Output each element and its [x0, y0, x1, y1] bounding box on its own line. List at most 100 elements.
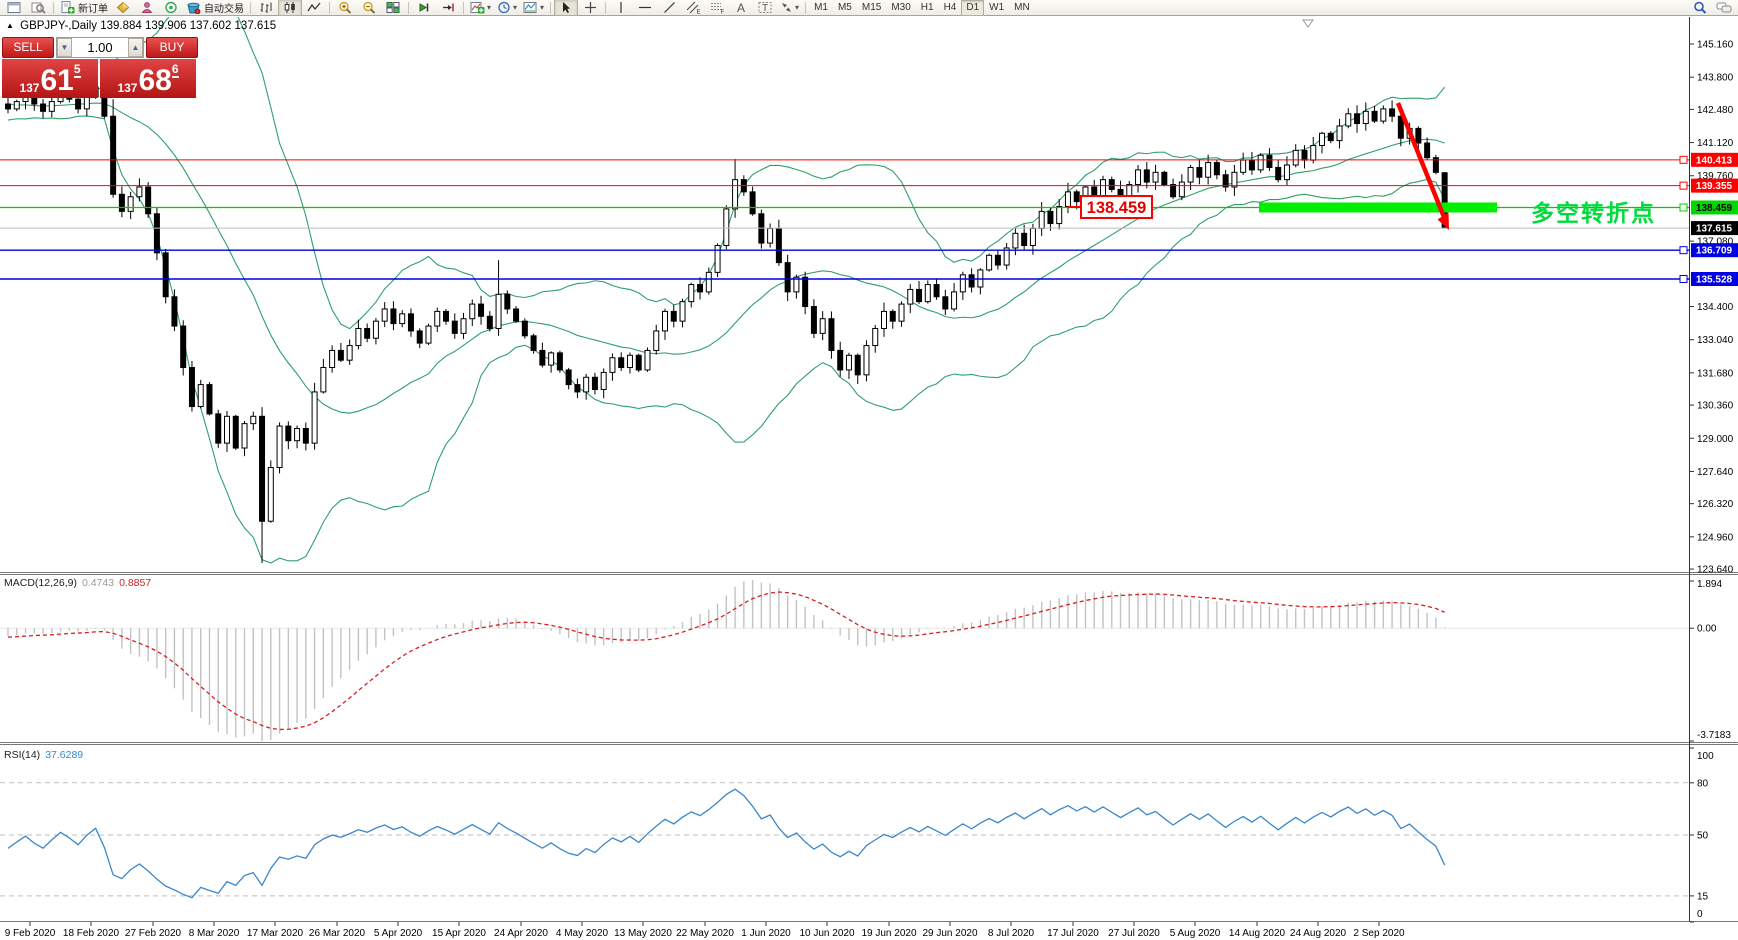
bull-candle: [907, 288, 914, 305]
zoom-in-icon[interactable]: [333, 0, 357, 16]
sell-button[interactable]: SELL: [2, 37, 54, 58]
bear-candle: [1213, 162, 1220, 176]
timeframe-w1[interactable]: W1: [989, 1, 1005, 13]
autotrading-button[interactable]: 自动交易: [183, 0, 247, 16]
text-tool-icon[interactable]: A: [729, 0, 753, 16]
periods-button[interactable]: ▾: [494, 0, 520, 16]
crosshair-tool-icon[interactable]: [578, 0, 602, 16]
date-axis[interactable]: 9 Feb 2020 18 Feb 2020 27 Feb 2020 8 Mar 20…: [5, 922, 1405, 939]
chart-window-icon[interactable]: [2, 0, 26, 16]
zoom-out-icon[interactable]: [357, 0, 381, 16]
bull-candle: [924, 284, 931, 303]
rsi-panel[interactable]: [0, 782, 1690, 899]
text-label-tool-icon[interactable]: T: [753, 0, 777, 16]
channel-tool-icon[interactable]: E: [681, 0, 705, 16]
price-badge: [1691, 272, 1738, 287]
sell-price-sup: 5: [73, 62, 81, 78]
volume-up-button[interactable]: ▲: [128, 38, 143, 57]
buy-price-big: 68: [138, 64, 172, 97]
timeframe-m5[interactable]: M5: [837, 1, 852, 13]
tile-windows-icon[interactable]: [381, 0, 405, 16]
date-tick-label: 18 Feb 2020: [63, 928, 120, 939]
timeframe-h1[interactable]: H1: [920, 1, 934, 13]
sell-price-tile[interactable]: 137 61 5: [2, 59, 98, 98]
arrows-tool-button[interactable]: ▾: [777, 0, 802, 16]
line-chart-mode-icon[interactable]: [302, 0, 326, 16]
bear-candle: [670, 310, 677, 322]
line-handle[interactable]: [1679, 203, 1688, 212]
bull-candle: [1012, 232, 1019, 249]
timeframe-h4[interactable]: H4: [943, 1, 957, 13]
macd-main-value: 0.4743: [81, 577, 115, 589]
bull-candle: [1205, 162, 1212, 178]
timeframe-d1[interactable]: D1: [961, 0, 985, 16]
bar-chart-mode-icon[interactable]: [254, 0, 278, 16]
down-arrow-head[interactable]: [1437, 212, 1450, 231]
volume-input[interactable]: 1.00: [72, 38, 128, 57]
bull-candle: [1003, 247, 1010, 266]
timeframe-m1[interactable]: M1: [814, 1, 828, 13]
macd-label: MACD(12,26,9) 0.4743 0.8857: [4, 577, 151, 589]
bear-candle: [259, 415, 266, 522]
contacts-icon[interactable]: [135, 0, 159, 16]
bull-candle: [1231, 171, 1238, 188]
bear-candle: [1301, 149, 1308, 161]
bull-candle: [951, 291, 958, 310]
line-handle[interactable]: [1679, 246, 1688, 255]
bear-candle: [749, 191, 756, 215]
macd-panel[interactable]: [0, 580, 1690, 741]
fibonacci-tool-icon[interactable]: F: [705, 0, 729, 16]
bear-candle: [153, 213, 160, 254]
toolbar-separator: [53, 1, 54, 14]
line-handle[interactable]: [1679, 155, 1688, 164]
candlestick-mode-icon[interactable]: [278, 0, 302, 16]
autotrading-label: 自动交易: [204, 4, 244, 15]
buy-price-tile[interactable]: 137 68 6: [100, 59, 196, 98]
chart-shift-icon[interactable]: [436, 0, 460, 16]
chat-icon[interactable]: [1712, 0, 1736, 16]
line-handle[interactable]: [1679, 181, 1688, 190]
down-arrow-line[interactable]: [1395, 102, 1447, 218]
bull-candle: [469, 303, 476, 320]
bear-candle: [1397, 115, 1404, 139]
bull-candle: [688, 284, 695, 303]
chart-shift-marker[interactable]: [1302, 19, 1314, 28]
price-badge-label: 136.709: [1696, 246, 1733, 257]
timeframe-m30[interactable]: M30: [891, 1, 911, 13]
bull-candle: [1038, 210, 1045, 229]
line-handle[interactable]: [1679, 275, 1688, 284]
price-axis[interactable]: 145.160 143.800 142.480 141.120 139.760 137.0…: [1690, 40, 1738, 923]
market-watch-icon[interactable]: [111, 0, 135, 16]
bear-candle: [1371, 110, 1378, 122]
bull-candle: [732, 179, 739, 210]
bull-candle: [1292, 149, 1299, 166]
volume-down-button[interactable]: ▼: [57, 38, 72, 57]
horizontal-line-tool-icon[interactable]: [633, 0, 657, 16]
bull-candle: [1257, 154, 1264, 171]
bear-candle: [504, 293, 511, 310]
turning-point-note[interactable]: 多空转折点: [1531, 200, 1656, 226]
indicators-button[interactable]: ▾: [467, 0, 494, 16]
alerts-icon[interactable]: [159, 0, 183, 16]
svg-text:E: E: [696, 10, 700, 15]
timeframe-m15[interactable]: M15: [861, 1, 882, 13]
bear-candle: [618, 357, 625, 369]
price-level-callout[interactable]: 138.459: [1080, 195, 1153, 219]
vertical-line-tool-icon[interactable]: [609, 0, 633, 16]
search-icon[interactable]: [1688, 0, 1712, 16]
trendline-tool-icon[interactable]: [657, 0, 681, 16]
bollinger-middle: [7, 102, 1445, 414]
preview-icon[interactable]: [26, 0, 50, 16]
support-zone-bar[interactable]: [1259, 202, 1497, 213]
collapse-triangle-icon[interactable]: ▲: [6, 21, 14, 30]
auto-scroll-icon[interactable]: [412, 0, 436, 16]
templates-button[interactable]: ▾: [520, 0, 547, 16]
bear-candle: [364, 327, 371, 339]
new-order-button[interactable]: 新订单: [57, 0, 111, 16]
buy-button[interactable]: BUY: [146, 37, 198, 58]
main-price-panel[interactable]: [5, 0, 1448, 564]
timeframe-mn[interactable]: MN: [1014, 1, 1030, 13]
cursor-tool-icon[interactable]: [554, 0, 579, 16]
